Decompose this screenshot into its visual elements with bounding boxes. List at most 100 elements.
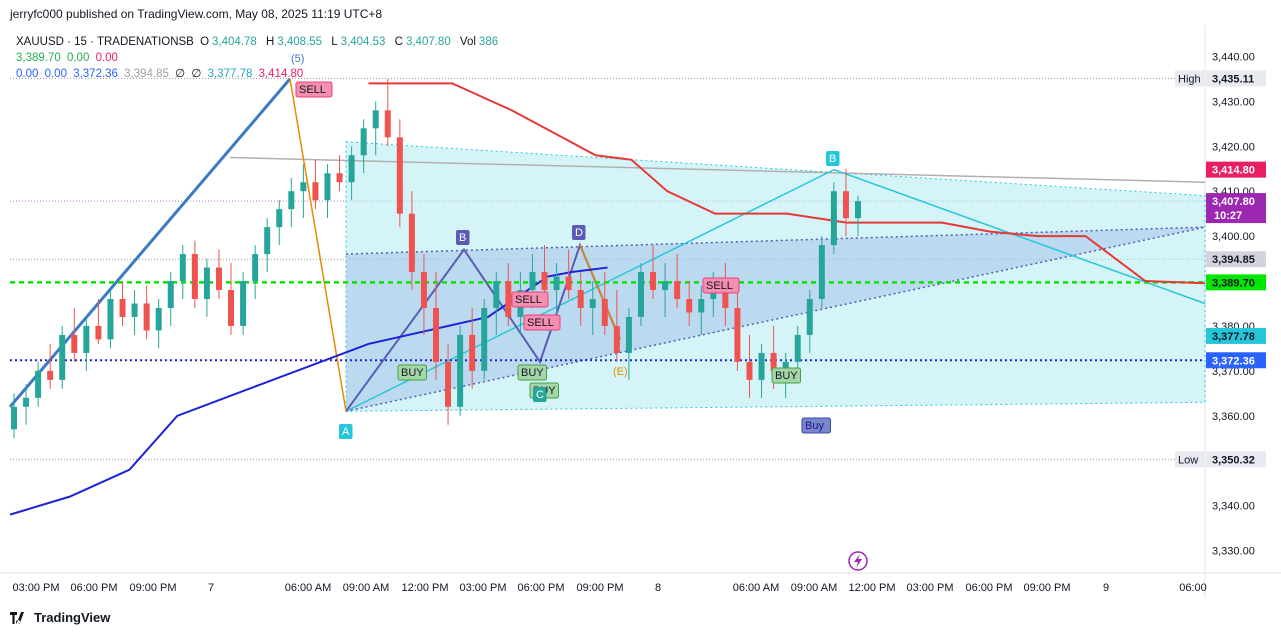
price-tag-value: 3,350.32 <box>1212 454 1255 466</box>
candle-body <box>336 173 343 183</box>
x-tick-label: 06:00 AM <box>733 582 779 594</box>
candle-body <box>818 245 825 299</box>
signal-label: B <box>456 230 470 245</box>
candle-body <box>119 299 126 317</box>
candle-body <box>734 307 741 362</box>
signal-label-bg <box>801 417 831 434</box>
candle-body <box>203 267 210 299</box>
signal-label: C <box>533 387 547 402</box>
legend-value: 0.00 <box>66 52 90 64</box>
signal-label-bg <box>295 81 333 98</box>
candle-body <box>167 281 174 308</box>
candle-body <box>191 254 198 299</box>
signal-label-text: BUY <box>775 370 798 382</box>
price-tag-value: 3,389.70 <box>1212 277 1255 289</box>
candle-body <box>601 299 608 326</box>
y-tick-label: 3,440.00 <box>1212 51 1255 63</box>
signal-label: SELL <box>702 277 740 294</box>
signal-label: (5) <box>291 53 304 65</box>
candle-body <box>758 352 765 380</box>
price-tag: 3,350.32 Low <box>1175 451 1266 468</box>
candle-body <box>541 272 548 291</box>
signal-label: BUY <box>771 367 801 384</box>
y-tick-label: 3,420.00 <box>1212 141 1255 153</box>
candle-body <box>312 182 319 201</box>
price-tag-value: 3,377.78 <box>1212 331 1255 343</box>
price-tag-bg <box>1206 451 1266 468</box>
signal-label: B <box>826 151 840 166</box>
tradingview-logo-icon <box>10 611 24 624</box>
price-tag-countdown: 10:27 <box>1214 210 1242 222</box>
candle-body <box>637 272 644 317</box>
candle-body <box>35 370 42 398</box>
price-tag-value: 3,372.36 <box>1212 355 1255 367</box>
signal-label: SELL <box>295 81 333 98</box>
signal-label-text: D <box>575 227 583 239</box>
candle-body <box>830 191 837 246</box>
impulse-leg <box>8 77 292 408</box>
signal-label-bg <box>771 367 801 384</box>
legend-c: C 3,407.80 <box>394 36 451 48</box>
price-tag-bg <box>1206 251 1266 268</box>
legend-value: 3,414.80 <box>258 68 304 80</box>
y-tick-label: 3,330.00 <box>1212 546 1255 558</box>
candle-body <box>674 281 681 299</box>
signal-label-text: SELL <box>527 317 554 329</box>
candle-body <box>360 128 367 156</box>
x-tick-label: 09:00 AM <box>343 582 389 594</box>
y-tick-label: 3,370.00 <box>1212 366 1255 378</box>
legend-value: 0.00 <box>44 68 67 80</box>
legend-value: 0.00 <box>95 52 118 64</box>
candle-body <box>457 334 464 407</box>
x-tick-label: 03:00 PM <box>459 582 506 594</box>
signal-label-text: BUY <box>521 367 544 379</box>
candle-body <box>71 334 78 353</box>
y-tick-label: 3,360.00 <box>1212 411 1255 423</box>
x-tick-label: 09:00 PM <box>576 582 623 594</box>
y-tick-label: 3,400.00 <box>1212 231 1255 243</box>
x-tick-label: 03:00 PM <box>12 582 59 594</box>
indicator-series-0 <box>368 82 1206 285</box>
candle-body <box>855 201 861 219</box>
candle-body <box>613 325 620 353</box>
candle-body <box>348 155 355 183</box>
signal-label-text: SELL <box>515 294 542 306</box>
candle-body <box>650 272 657 291</box>
signal-label-bg <box>826 151 840 166</box>
candle-body <box>384 110 391 138</box>
legend-value: 3,394.85 <box>124 68 169 80</box>
signal-label-bg <box>533 387 547 402</box>
candle-body <box>445 361 452 407</box>
candle-body <box>155 307 162 331</box>
candle-body <box>264 227 271 255</box>
signal-label-bg <box>511 291 549 308</box>
correction-leg <box>289 78 347 412</box>
signal-label: SELL <box>523 314 561 331</box>
x-tick-label: 12:00 PM <box>401 582 448 594</box>
legend-value: 3,389.70 <box>16 52 61 64</box>
candle-body <box>143 303 150 331</box>
price-chart[interactable]: (5)SELLBUYBUYBUYSELLSELLSELLBUYBuyBD(E)A… <box>0 25 1281 605</box>
candle-body <box>794 334 801 362</box>
legend-indicator-row-1: 3,389.70 0.00 0.00 <box>16 50 504 66</box>
x-tick-label: 09:00 PM <box>129 582 176 594</box>
legend-h: H 3,408.55 <box>265 36 323 48</box>
triangle-pattern <box>345 141 1206 412</box>
signal-label-text: C <box>536 389 544 401</box>
price-tag-prefix: High <box>1178 73 1201 85</box>
x-tick-label: 09:00 AM <box>791 582 837 594</box>
signal-label-text: (5) <box>291 53 304 65</box>
wedge-lower-line <box>345 226 1206 413</box>
candle-body <box>782 361 789 371</box>
price-tag-prefix: Low <box>1178 454 1198 466</box>
signal-label-bg <box>523 314 561 331</box>
candle-body <box>710 290 717 299</box>
signal-label-text: B <box>459 232 466 244</box>
indicator-series-1 <box>9 266 608 516</box>
legend-value: 3,372.36 <box>73 68 118 80</box>
x-tick-label: 03:00 PM <box>906 582 953 594</box>
candle-body <box>228 290 235 326</box>
signal-label: BUY <box>397 364 427 381</box>
signal-label-text: SELL <box>299 84 326 96</box>
